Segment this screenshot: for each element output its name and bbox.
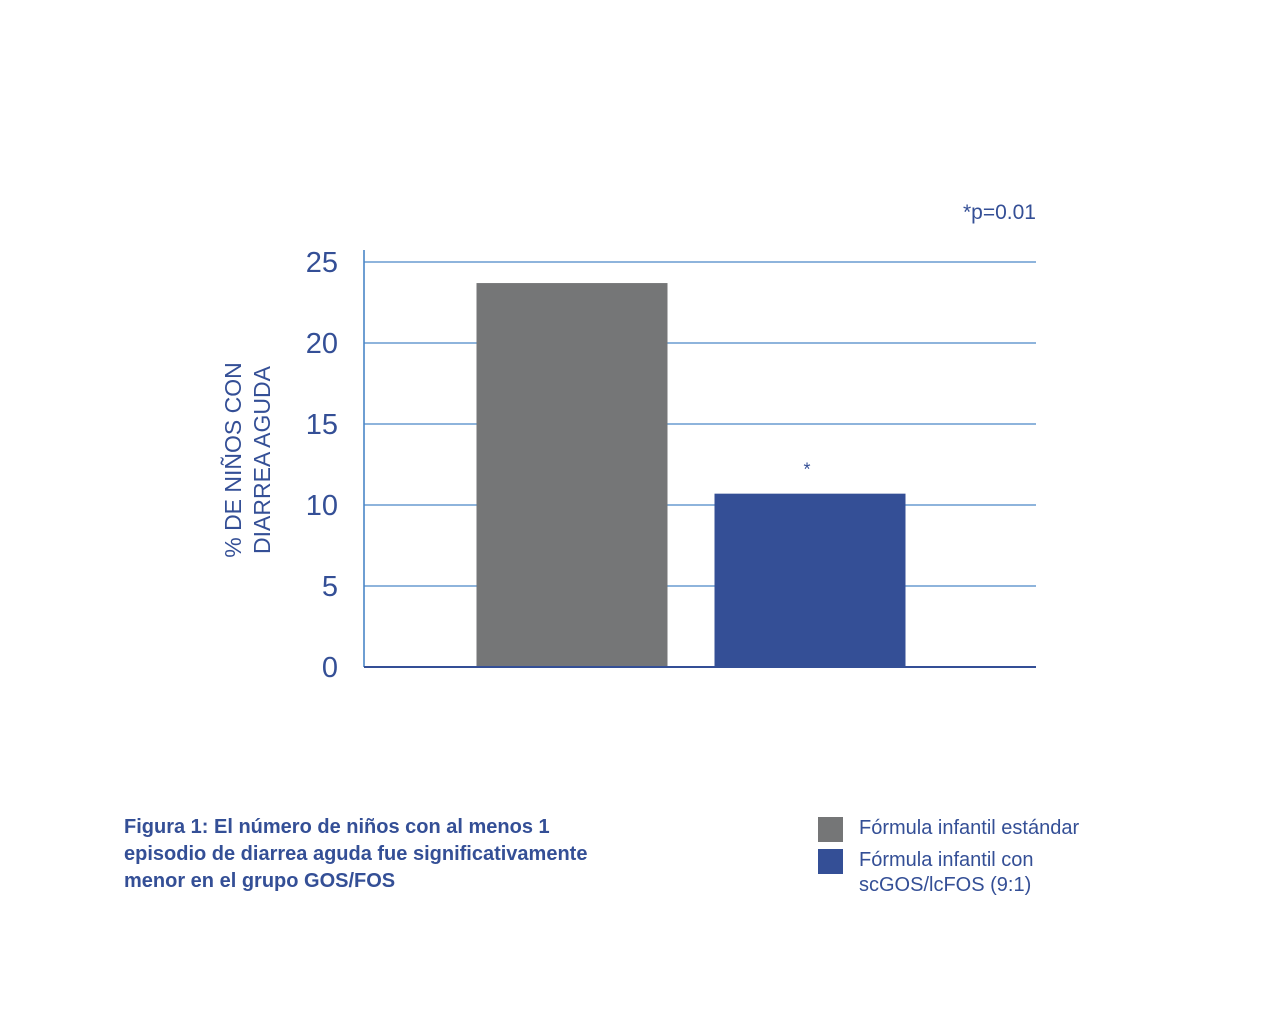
legend: Fórmula infantil estándar Fórmula infant… (818, 816, 1238, 898)
y-tick-labels: 0 5 10 15 20 25 (306, 247, 338, 684)
caption-line: menor en el grupo GOS/FOS (124, 870, 396, 892)
legend-item-standard: Fórmula infantil estándar (818, 816, 1238, 842)
y-tick-label: 10 (306, 490, 338, 522)
y-tick-label: 0 (322, 652, 338, 684)
y-tick-label: 5 (322, 571, 338, 603)
legend-label: Fórmula infantil estándar (859, 817, 1080, 839)
caption-line: episodio de diarrea aguda fue significat… (124, 843, 588, 865)
legend-item-scgos-lcfos: Fórmula infantil con scGOS/lcFOS (9:1) (818, 848, 1238, 898)
bar-significance-marker: * (803, 460, 810, 480)
axes (363, 250, 1036, 668)
bars: * (476, 283, 906, 667)
legend-swatch-standard (818, 817, 843, 842)
legend-label: Fórmula infantil con (859, 849, 1034, 871)
figure-caption: Figura 1: El número de niños con al meno… (124, 814, 704, 895)
y-tick-label: 25 (306, 247, 338, 279)
y-axis-label-line-2: DIARREA AGUDA (249, 365, 275, 554)
legend-swatch-scgos-lcfos (818, 849, 843, 874)
y-axis-label-line-1: % DE NIÑOS CON (220, 362, 246, 558)
caption-line: Figura 1: El número de niños con al meno… (124, 816, 550, 838)
bar (476, 283, 668, 667)
y-tick-label: 20 (306, 328, 338, 360)
y-tick-label: 15 (306, 409, 338, 441)
bar (714, 493, 906, 667)
grid-lines (364, 261, 1036, 587)
legend-label: scGOS/lcFOS (9:1) (859, 874, 1032, 896)
significance-note: *p=0.01 (963, 201, 1036, 224)
